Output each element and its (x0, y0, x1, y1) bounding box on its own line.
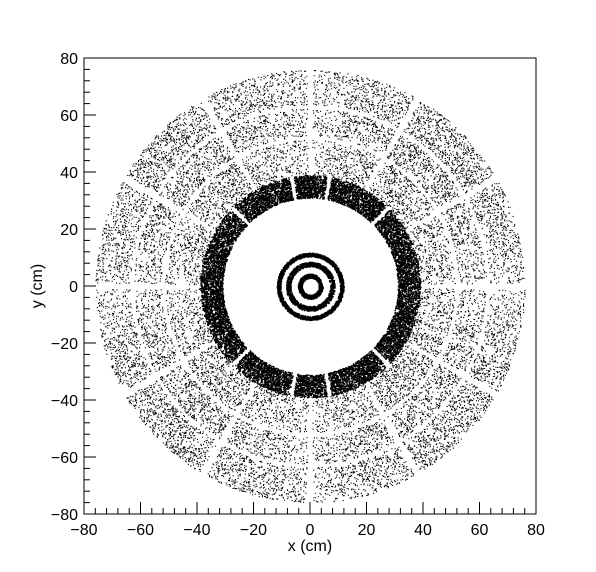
x-tick-label: 0 (306, 522, 315, 539)
y-tick-label: 80 (60, 51, 78, 68)
y-tick-label: 60 (60, 108, 78, 125)
x-tick-label: 80 (527, 522, 545, 539)
x-tick-label: 20 (358, 522, 376, 539)
y-axis-title: y (cm) (29, 264, 46, 308)
x-axis-title: x (cm) (288, 538, 332, 555)
x-axis: −80 −60 −40 −20 0 20 40 60 80 (70, 502, 545, 539)
x-tick-label: −60 (127, 522, 154, 539)
data-points (95, 70, 526, 503)
scatter-points (95, 70, 526, 503)
y-tick-label: 20 (60, 222, 78, 239)
y-axis: −80 −60 −40 −20 0 20 40 60 80 (51, 51, 96, 524)
y-ticks: −80 −60 −40 −20 0 20 40 60 80 (51, 51, 96, 524)
x-tick-label: 40 (414, 522, 432, 539)
x-tick-label: 60 (471, 522, 489, 539)
y-tick-label: −60 (51, 450, 78, 467)
x-tick-label: −40 (183, 522, 210, 539)
y-tick-label: −40 (51, 393, 78, 410)
y-tick-label: 40 (60, 165, 78, 182)
y-tick-label: −20 (51, 336, 78, 353)
x-tick-label: −20 (240, 522, 267, 539)
x-tick-label: −80 (70, 522, 97, 539)
x-ticks: −80 −60 −40 −20 0 20 40 60 80 (70, 502, 545, 539)
y-tick-label: −80 (51, 507, 78, 524)
y-tick-label: 0 (69, 279, 78, 296)
